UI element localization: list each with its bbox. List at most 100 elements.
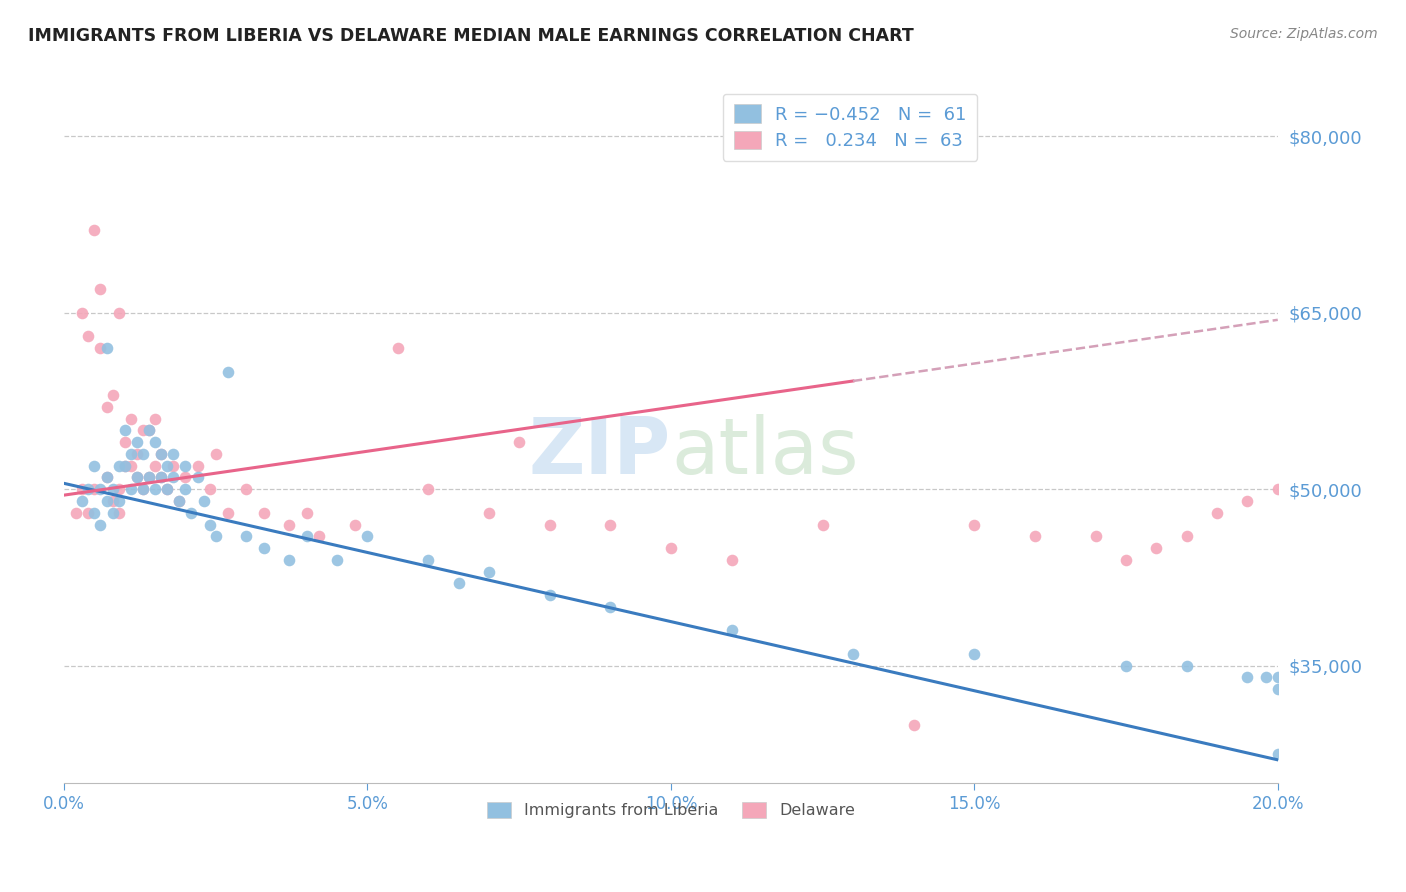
Point xyxy=(253,541,276,555)
Point xyxy=(83,458,105,473)
Point xyxy=(125,470,148,484)
Point xyxy=(187,470,209,484)
Point xyxy=(842,647,865,661)
Point xyxy=(83,506,105,520)
Point xyxy=(120,458,142,473)
Point xyxy=(107,306,129,320)
Point xyxy=(132,447,155,461)
Point xyxy=(418,553,440,567)
Point xyxy=(174,470,197,484)
Point xyxy=(277,553,299,567)
Point xyxy=(132,482,155,496)
Point xyxy=(1175,658,1198,673)
Text: Source: ZipAtlas.com: Source: ZipAtlas.com xyxy=(1230,27,1378,41)
Point xyxy=(508,435,530,450)
Point xyxy=(295,506,318,520)
Point xyxy=(138,470,160,484)
Point xyxy=(235,482,257,496)
Point xyxy=(101,494,124,508)
Point xyxy=(169,494,191,508)
Point xyxy=(1206,506,1229,520)
Point xyxy=(72,494,94,508)
Point xyxy=(114,458,136,473)
Point xyxy=(204,447,226,461)
Point xyxy=(1115,553,1137,567)
Text: IMMIGRANTS FROM LIBERIA VS DELAWARE MEDIAN MALE EARNINGS CORRELATION CHART: IMMIGRANTS FROM LIBERIA VS DELAWARE MEDI… xyxy=(28,27,914,45)
Point xyxy=(150,447,173,461)
Point xyxy=(125,435,148,450)
Point xyxy=(1236,494,1258,508)
Point xyxy=(1115,658,1137,673)
Point xyxy=(83,223,105,237)
Point xyxy=(174,482,197,496)
Text: ZIP: ZIP xyxy=(529,414,671,490)
Point xyxy=(107,482,129,496)
Point xyxy=(143,482,166,496)
Point xyxy=(150,470,173,484)
Point xyxy=(253,506,276,520)
Point xyxy=(963,517,986,532)
Point xyxy=(125,447,148,461)
Point xyxy=(387,341,409,355)
Point xyxy=(356,529,378,543)
Point xyxy=(1267,747,1289,761)
Point xyxy=(963,647,986,661)
Point xyxy=(169,494,191,508)
Point xyxy=(538,588,561,602)
Point xyxy=(96,494,118,508)
Point xyxy=(138,470,160,484)
Point xyxy=(96,470,118,484)
Point xyxy=(77,329,100,343)
Point xyxy=(180,506,202,520)
Point xyxy=(89,341,111,355)
Point xyxy=(107,506,129,520)
Point xyxy=(1267,482,1289,496)
Point xyxy=(101,388,124,402)
Point xyxy=(217,506,239,520)
Point xyxy=(96,470,118,484)
Point xyxy=(72,306,94,320)
Point xyxy=(1084,529,1107,543)
Point xyxy=(150,447,173,461)
Point xyxy=(89,282,111,296)
Point xyxy=(162,458,184,473)
Point xyxy=(143,435,166,450)
Point xyxy=(72,482,94,496)
Point xyxy=(125,470,148,484)
Point xyxy=(120,447,142,461)
Point xyxy=(132,424,155,438)
Point xyxy=(89,482,111,496)
Point xyxy=(162,447,184,461)
Point xyxy=(132,482,155,496)
Point xyxy=(295,529,318,543)
Point xyxy=(83,482,105,496)
Point xyxy=(89,517,111,532)
Text: atlas: atlas xyxy=(671,414,859,490)
Point xyxy=(114,458,136,473)
Point xyxy=(107,458,129,473)
Point xyxy=(1024,529,1046,543)
Point xyxy=(143,458,166,473)
Point xyxy=(1175,529,1198,543)
Point xyxy=(447,576,470,591)
Point xyxy=(193,494,215,508)
Point xyxy=(138,424,160,438)
Point xyxy=(277,517,299,532)
Point xyxy=(235,529,257,543)
Point xyxy=(150,470,173,484)
Point xyxy=(720,624,742,638)
Point xyxy=(114,435,136,450)
Point xyxy=(599,599,621,614)
Point xyxy=(101,482,124,496)
Point xyxy=(156,482,179,496)
Point xyxy=(65,506,87,520)
Point xyxy=(1267,671,1289,685)
Point xyxy=(107,494,129,508)
Point xyxy=(156,482,179,496)
Point xyxy=(198,517,221,532)
Point xyxy=(720,553,742,567)
Point xyxy=(903,717,925,731)
Point xyxy=(187,458,209,473)
Point xyxy=(143,411,166,425)
Point xyxy=(1144,541,1167,555)
